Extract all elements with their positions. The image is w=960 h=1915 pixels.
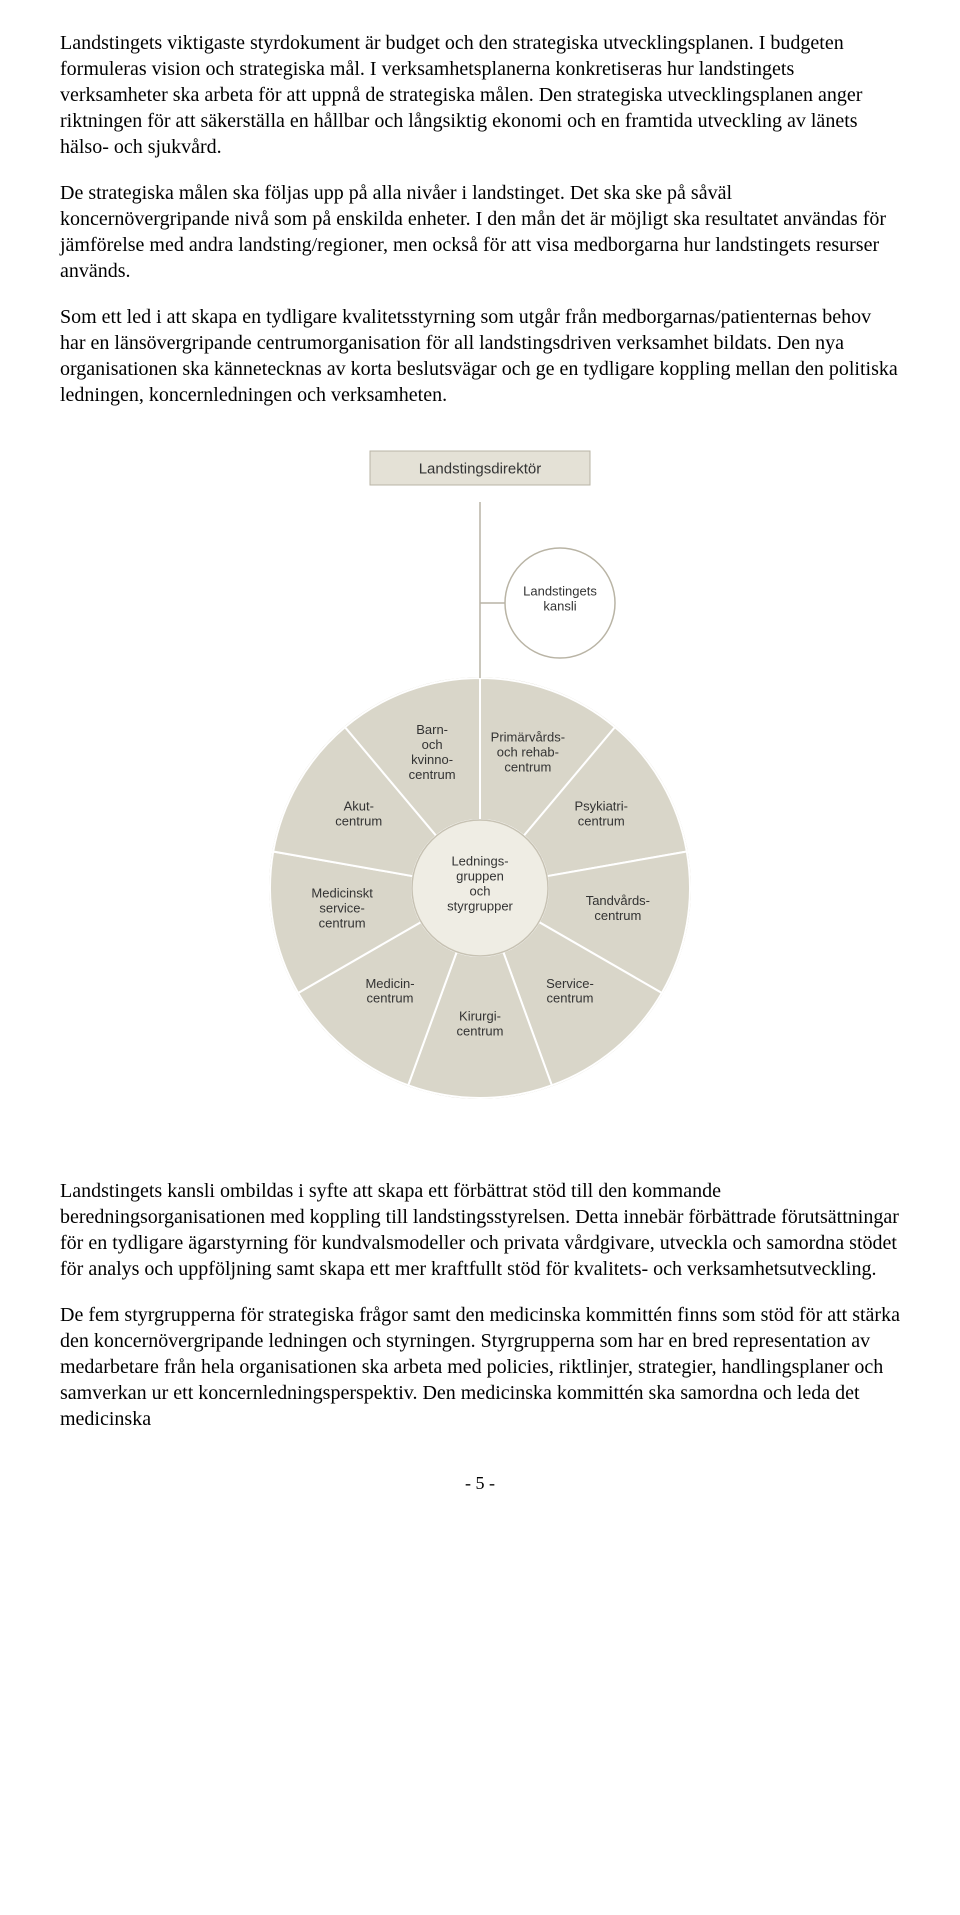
svg-text:Medicin-centrum: Medicin-centrum: [365, 976, 414, 1006]
paragraph-5: De fem styrgrupperna för strategiska frå…: [60, 1302, 900, 1432]
org-diagram-svg: LandstingsdirektörLandstingetskansliPrim…: [220, 438, 740, 1138]
paragraph-3: Som ett led i att skapa en tydligare kva…: [60, 304, 900, 408]
paragraph-4: Landstingets kansli ombildas i syfte att…: [60, 1178, 900, 1282]
svg-text:Service-centrum: Service-centrum: [546, 976, 594, 1006]
svg-text:Psykiatri-centrum: Psykiatri-centrum: [575, 799, 628, 829]
page-number: - 5 -: [60, 1472, 900, 1495]
svg-text:Kirurgi-centrum: Kirurgi-centrum: [457, 1009, 504, 1039]
paragraph-2: De strategiska målen ska följas upp på a…: [60, 180, 900, 284]
svg-text:Medicinsktservice-centrum: Medicinsktservice-centrum: [311, 885, 373, 930]
svg-text:Lednings-gruppenochstyrgrupper: Lednings-gruppenochstyrgrupper: [447, 854, 513, 914]
svg-text:Tandvårds-centrum: Tandvårds-centrum: [586, 893, 650, 923]
paragraph-1: Landstingets viktigaste styrdokument är …: [60, 30, 900, 160]
svg-text:Landstingsdirektör: Landstingsdirektör: [419, 460, 542, 477]
org-diagram: LandstingsdirektörLandstingetskansliPrim…: [60, 438, 900, 1138]
